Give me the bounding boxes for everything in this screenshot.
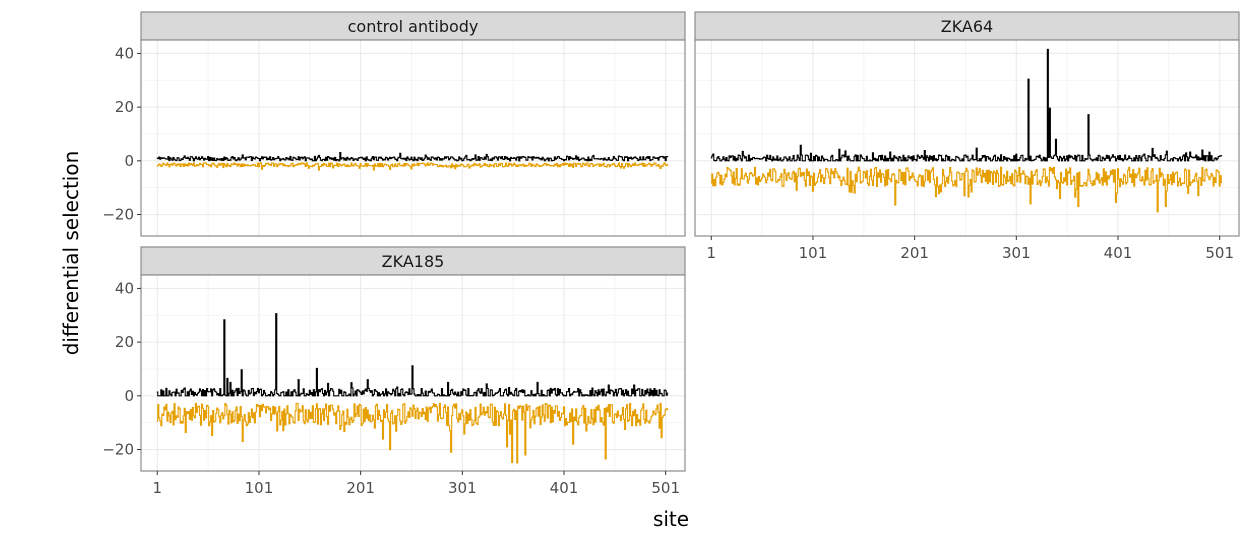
positive-selection-line: [156, 151, 669, 162]
positive-selection-line: [156, 313, 669, 397]
panel-2: ZKA64 1 101 201 301 401 501: [694, 11, 1240, 262]
y-tick-label: −20: [102, 206, 134, 224]
y-tick-label: 20: [115, 98, 134, 116]
y-tick-label: 0: [124, 387, 134, 405]
x-tick-label: 201: [346, 479, 375, 497]
panel-border: [140, 274, 686, 472]
y-axis-title: differential selection: [59, 151, 83, 356]
x-tick-label: 301: [1002, 244, 1031, 262]
x-tick-label: 501: [1205, 244, 1234, 262]
panel-1: control antibody −20 0 20 40: [102, 11, 686, 237]
y-tick-label: 40: [115, 44, 134, 62]
y-tick-label: 40: [115, 279, 134, 297]
x-tick-label: 101: [245, 479, 274, 497]
x-tick-label: 501: [651, 479, 680, 497]
x-tick-label: 1: [152, 479, 162, 497]
y-tick-label: −20: [102, 441, 134, 459]
x-tick-label: 201: [900, 244, 929, 262]
x-tick-label: 1: [706, 244, 716, 262]
panel-strip: [140, 246, 686, 276]
panel-title: control antibody: [348, 17, 479, 36]
panel-title: ZKA185: [382, 252, 445, 271]
panel-strip: [140, 11, 686, 41]
x-tick-label: 401: [1104, 244, 1133, 262]
panel-strip: [694, 11, 1240, 41]
x-tick-label: 101: [799, 244, 828, 262]
y-tick-label: 0: [124, 152, 134, 170]
positive-selection-line: [710, 48, 1223, 162]
x-axis-title: site: [653, 507, 689, 531]
x-tick-label: 401: [550, 479, 579, 497]
x-tick-label: 301: [448, 479, 477, 497]
negative-selection-line: [156, 162, 669, 171]
panel-border: [694, 39, 1240, 237]
negative-selection-line: [710, 166, 1223, 213]
panel-background: [141, 40, 685, 236]
panel-title: ZKA64: [941, 17, 993, 36]
panel-border: [140, 39, 686, 237]
panel-background: [695, 40, 1239, 236]
negative-selection-line: [156, 402, 669, 464]
y-tick-label: 20: [115, 333, 134, 351]
